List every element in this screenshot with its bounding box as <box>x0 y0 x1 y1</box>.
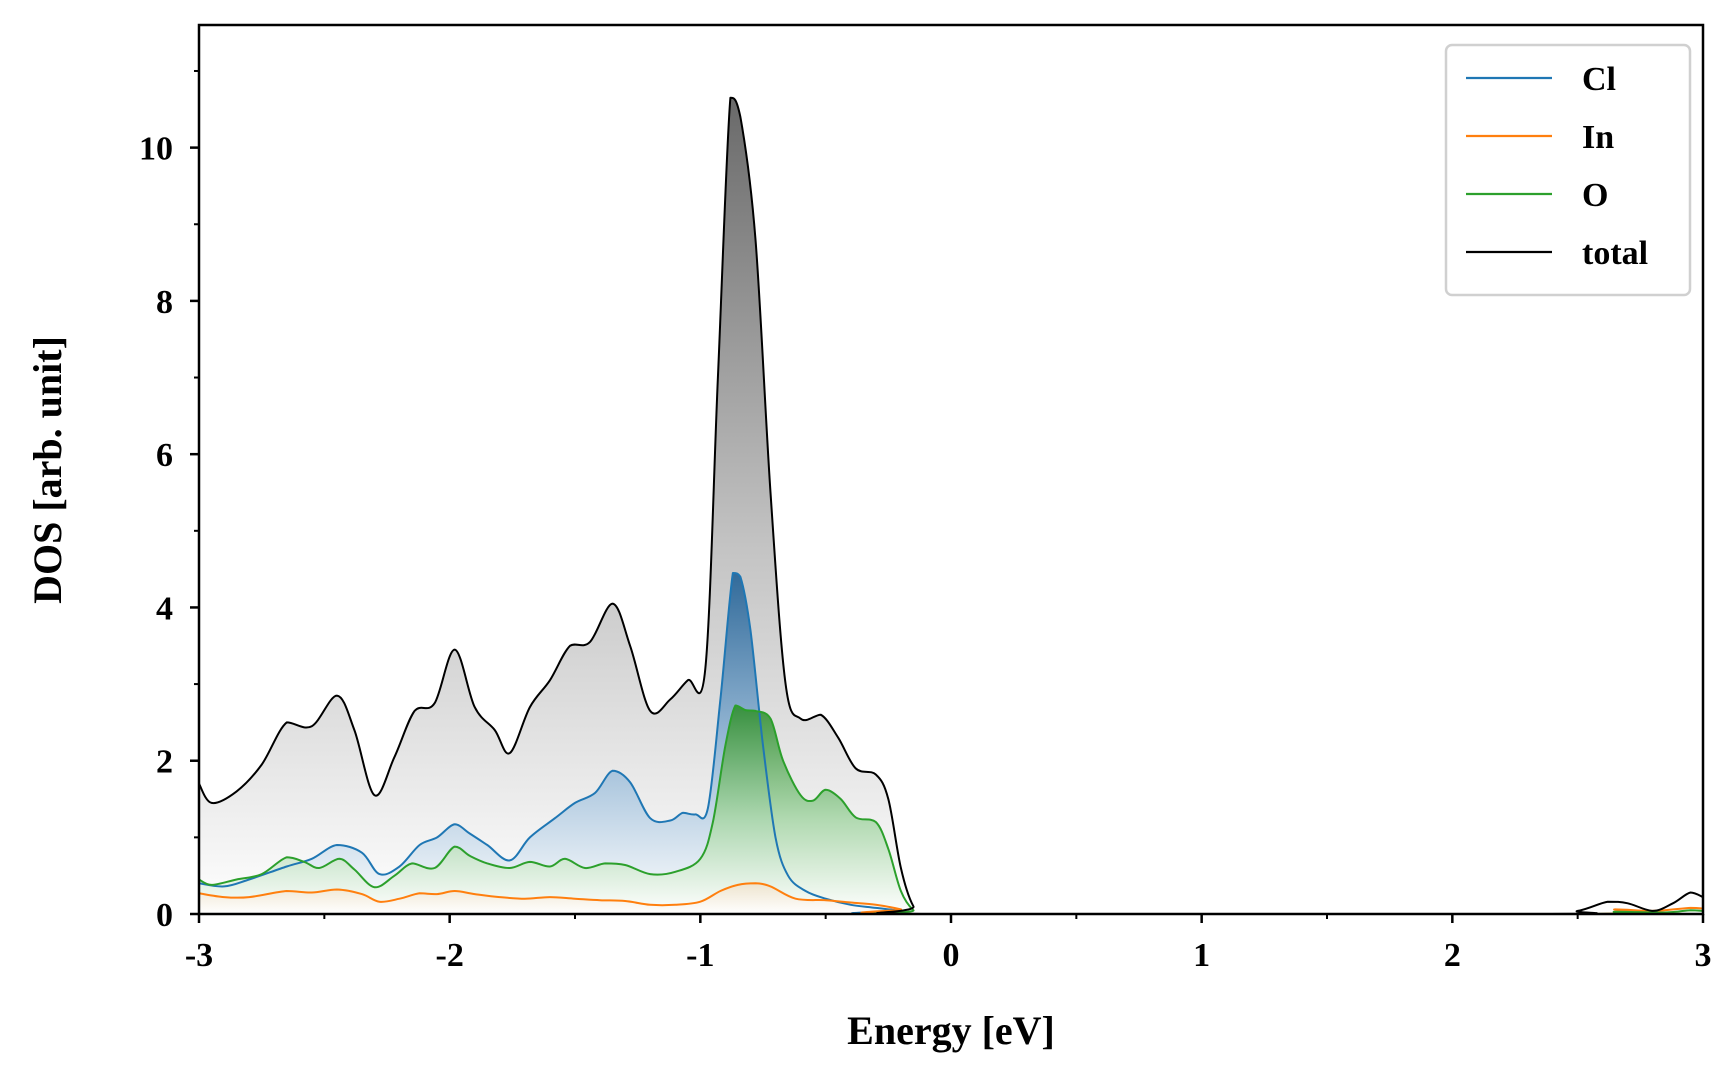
y-tick-label: 6 <box>156 437 173 474</box>
x-tick-label: -3 <box>185 937 213 974</box>
series-fill-total <box>199 97 1703 914</box>
series-line-total <box>199 96 1703 914</box>
series-line-in <box>199 882 1703 914</box>
x-tick-label: 0 <box>943 937 960 974</box>
x-axis-title: Energy [eV] <box>847 1008 1055 1053</box>
series-line-cl <box>199 572 1703 914</box>
x-tick-label: -1 <box>686 937 714 974</box>
y-axis-title: DOS [arb. unit] <box>25 336 70 604</box>
legend-label-o: O <box>1582 177 1608 214</box>
legend-label-total: total <box>1582 235 1648 272</box>
y-tick-label: 8 <box>156 284 173 321</box>
legend-label-in: In <box>1582 119 1614 156</box>
x-tick-label: 1 <box>1193 937 1210 974</box>
series-fill-in <box>199 883 1703 914</box>
x-tick-label: -2 <box>436 937 464 974</box>
y-tick-label: 0 <box>156 897 173 934</box>
y-tick-label: 10 <box>139 131 173 168</box>
series-fill-cl <box>199 573 1703 914</box>
legend-label-cl: Cl <box>1582 61 1616 98</box>
x-tick-label: 3 <box>1695 937 1712 974</box>
legend-box <box>1444 43 1692 297</box>
x-tick-label: 2 <box>1444 937 1461 974</box>
y-tick-label: 2 <box>156 744 173 781</box>
y-tick-label: 4 <box>156 590 173 627</box>
